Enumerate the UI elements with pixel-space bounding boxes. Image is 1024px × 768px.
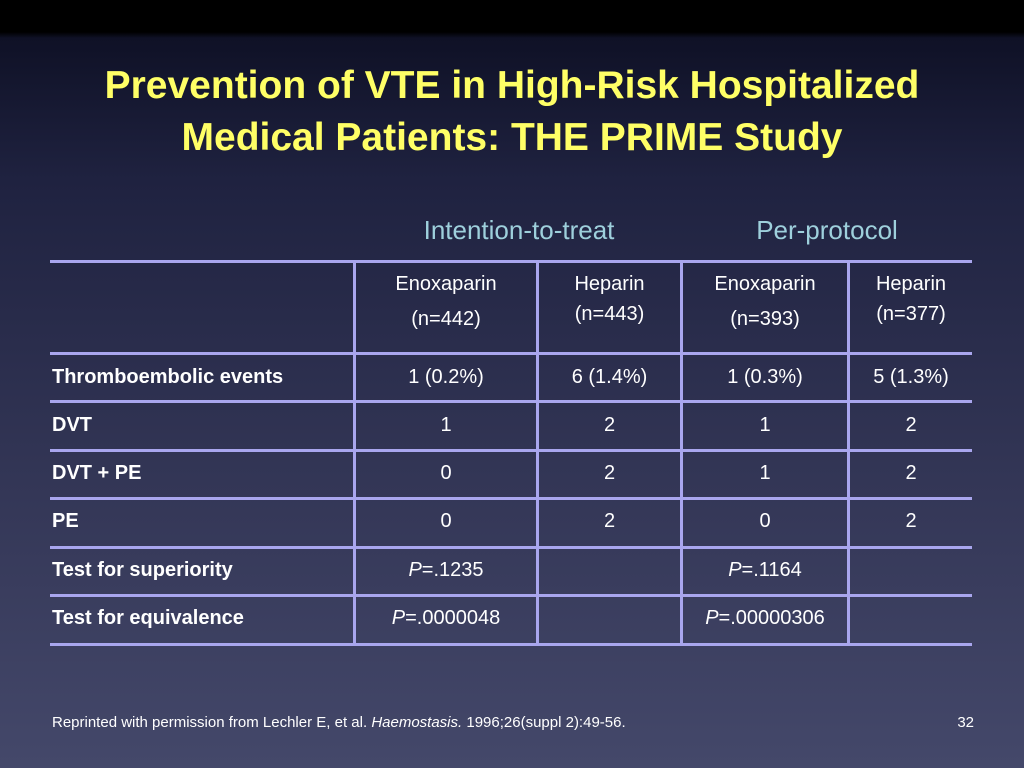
column-header-n: (n=443) <box>574 303 645 325</box>
table-cell: 2 <box>905 414 917 436</box>
slide-title-line-2: Medical Patients: THE PRIME Study <box>181 116 843 159</box>
column-header-drug: Enoxaparin <box>714 273 816 295</box>
table-cell: 1 <box>759 414 771 436</box>
table-rule <box>50 643 972 646</box>
table-divider <box>536 262 539 645</box>
p-symbol: P <box>408 559 422 581</box>
p-value: =.0000048 <box>405 607 501 629</box>
table-rule <box>50 400 972 403</box>
citation-journal: Haemostasis. <box>371 714 463 731</box>
table-cell: 6 (1.4%) <box>571 366 648 388</box>
table-rule <box>50 260 972 263</box>
row-label: DVT + PE <box>52 462 142 484</box>
column-header: Heparin (n=443) <box>539 271 680 331</box>
table-divider <box>847 262 850 645</box>
p-symbol: P <box>391 607 406 629</box>
table-cell: 2 <box>603 414 616 436</box>
p-value: =.1164 <box>741 559 802 581</box>
row-label: Test for equivalence <box>52 607 244 629</box>
p-value: =.00000306 <box>718 607 825 629</box>
table-rule <box>50 497 972 500</box>
group-header-intention-to-treat: Intention-to-treat <box>423 215 615 245</box>
table-cell: 0 <box>440 462 452 484</box>
table-cell: 2 <box>905 510 917 532</box>
column-header-drug: Heparin <box>574 273 645 295</box>
table-cell: 2 <box>603 462 616 484</box>
table-cell: 1 (0.3%) <box>727 366 803 388</box>
table-cell: 1 (0.2%) <box>408 366 484 388</box>
citation-text: Reprinted with permission from Lechler E… <box>52 714 372 731</box>
row-label: PE <box>52 510 79 532</box>
p-value-cell: P=.0000048 <box>356 606 536 630</box>
column-header: Enoxaparin (n=442) <box>356 271 536 341</box>
slide-title-line-1: Prevention of VTE in High-Risk Hospitali… <box>104 64 920 107</box>
row-label: DVT <box>52 414 92 436</box>
table-cell: 5 (1.3%) <box>873 366 949 388</box>
slide-title: Prevention of VTE in High-Risk Hospitali… <box>0 60 1024 164</box>
column-header-n: (n=377) <box>876 303 946 325</box>
row-label: Thromboembolic events <box>52 366 284 388</box>
p-value: =.1235 <box>421 559 484 581</box>
column-header-n: (n=442) <box>411 308 481 330</box>
page-number: 32 <box>957 714 974 731</box>
column-header-drug: Enoxaparin <box>395 273 497 295</box>
p-symbol: P <box>705 607 719 629</box>
table-rule <box>50 352 972 355</box>
table-rule <box>50 546 972 549</box>
column-header: Heparin (n=377) <box>850 271 972 331</box>
column-header-drug: Heparin <box>875 273 947 295</box>
table-cell: 2 <box>905 462 917 484</box>
citation-details: 1996;26(suppl 2):49-56. <box>462 714 626 731</box>
table-divider <box>353 262 356 645</box>
group-header-per-protocol: Per-protocol <box>756 215 898 245</box>
p-value-cell: P=.1235 <box>356 558 536 582</box>
column-header-n: (n=393) <box>730 308 800 330</box>
table-cell: 1 <box>759 462 771 484</box>
p-value-cell: P=.00000306 <box>683 606 847 630</box>
table-rule <box>50 449 972 452</box>
table-cell: 2 <box>603 510 616 532</box>
table-rule <box>50 594 972 597</box>
table-divider <box>680 262 683 645</box>
column-header: Enoxaparin (n=393) <box>683 271 847 341</box>
table-cell: 0 <box>440 510 452 532</box>
table-cell: 0 <box>759 510 771 532</box>
p-value-cell: P=.1164 <box>683 558 847 582</box>
row-label: Test for superiority <box>52 559 233 581</box>
citation-footer: Reprinted with permission from Lechler E… <box>52 713 626 733</box>
p-symbol: P <box>728 559 742 581</box>
table-cell: 1 <box>440 414 452 436</box>
